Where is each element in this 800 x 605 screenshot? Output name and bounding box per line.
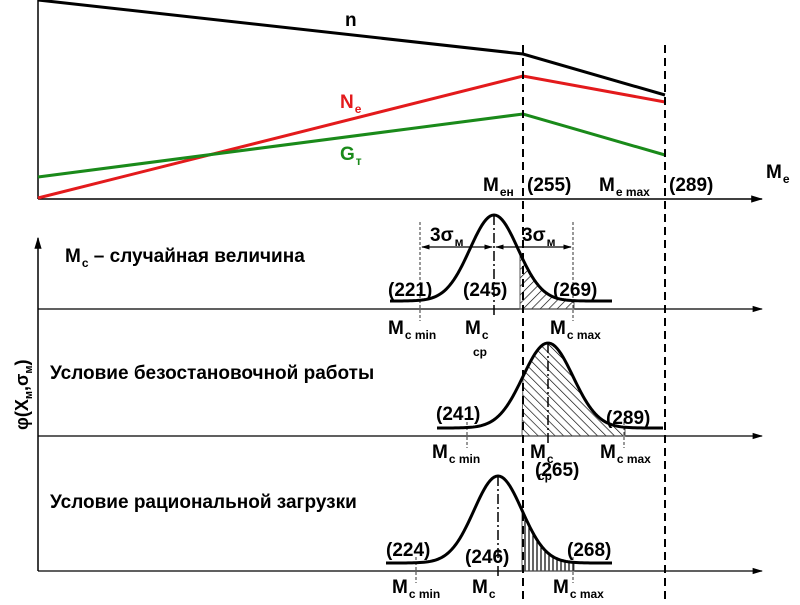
mc-max-label: Mc max bbox=[600, 442, 651, 466]
min-value: (224) bbox=[386, 540, 430, 561]
curve-label-Ne: Ne bbox=[340, 92, 362, 116]
min-value: (221) bbox=[388, 280, 432, 301]
max-value: (269) bbox=[553, 280, 597, 301]
mc-mean-sub: ср bbox=[538, 469, 552, 483]
distribution-curve bbox=[436, 341, 664, 430]
distribution-curve bbox=[389, 213, 613, 303]
mean-value: (246) bbox=[465, 547, 509, 568]
y-axis-label-phi: φ(Xм,σм) bbox=[12, 360, 35, 431]
top-performance-chart: Me n Ne Gт Mен (255) Me max (289) bbox=[37, 0, 790, 203]
mc-min-label: Mc min bbox=[432, 442, 480, 466]
curve-label-Gt: Gт bbox=[340, 144, 362, 168]
distribution-panels: φ(Xм,σм) Mc – случайная величина (221) (245… bbox=[12, 213, 764, 601]
panel-1: Условие безостановочной работы (241) (265)… bbox=[38, 341, 764, 483]
marker-label-1: Me max bbox=[599, 175, 650, 199]
mc-mean-label: Mc bbox=[472, 577, 496, 600]
panel-title: Условие рациональной загрузки bbox=[50, 492, 357, 513]
sigma-label-left: 3σм bbox=[430, 225, 464, 249]
x-axis-label-me: Me bbox=[766, 162, 790, 186]
mc-max-label: Mc max bbox=[550, 318, 601, 342]
mc-min-label: Mc min bbox=[392, 577, 440, 600]
mc-max-label: Mc max bbox=[553, 577, 604, 600]
curve-n bbox=[37, 0, 666, 97]
panel-2: Условие рациональной загрузки (224) (246) (… bbox=[38, 474, 764, 601]
panel-0: Mc – случайная величина (221) (245) (269) Mc… bbox=[38, 213, 764, 359]
sigma-label-right: 3σм bbox=[522, 225, 556, 249]
min-value: (241) bbox=[436, 404, 480, 425]
max-value: (289) bbox=[606, 408, 650, 429]
mc-mean-sub: ср bbox=[473, 345, 487, 359]
mc-mean-label: Mc bbox=[530, 442, 554, 466]
panel-title: Mc – случайная величина bbox=[65, 246, 305, 270]
marker-value-1: (289) bbox=[669, 175, 713, 196]
mc-min-label: Mc min bbox=[388, 318, 436, 342]
marker-value-0: (255) bbox=[527, 175, 571, 196]
marker-label-0: Mен bbox=[483, 175, 514, 199]
mc-mean-label: Mc bbox=[465, 318, 489, 342]
curve-label-n: n bbox=[345, 10, 357, 31]
distribution-curve bbox=[385, 474, 613, 565]
mean-value: (245) bbox=[463, 280, 507, 301]
mean-value: (265) bbox=[535, 460, 579, 481]
panel-title: Условие безостановочной работы bbox=[50, 363, 374, 384]
dashed-reference-lines bbox=[522, 45, 666, 600]
max-value: (268) bbox=[567, 540, 611, 561]
